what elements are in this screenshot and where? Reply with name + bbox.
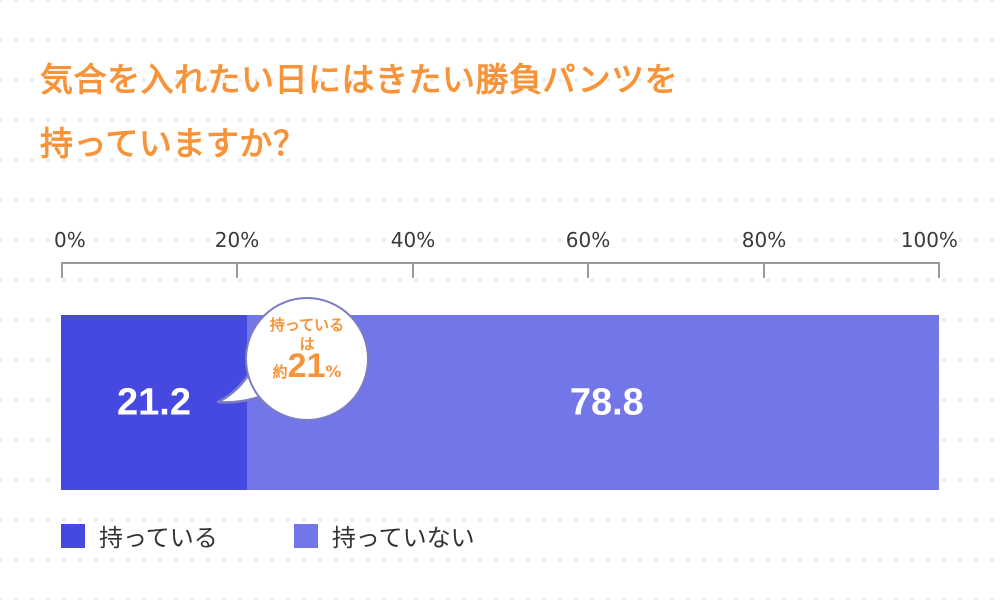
legend-label: 持っている — [99, 524, 218, 552]
tick-mark — [412, 262, 414, 278]
legend-item-have: 持っている — [61, 518, 218, 553]
legend-label: 持っていない — [331, 524, 475, 552]
callout-number: 21 — [287, 347, 326, 385]
chart-title: 気合を入れたい日にはきたい勝負パンツを 持っていますか？ — [40, 48, 678, 176]
tick-mark — [938, 262, 940, 278]
legend-swatch-icon — [61, 523, 85, 548]
legend-item-not-have: 持っていない — [293, 518, 475, 553]
bar-have: 21.2 — [61, 315, 247, 490]
tick-mark — [236, 262, 238, 278]
chart-title-line-1: 気合を入れたい日にはきたい勝負パンツを — [40, 60, 679, 99]
axis-line — [61, 262, 940, 264]
bar-value-have: 21.2 — [117, 381, 191, 423]
tick-label-60: 60% — [564, 228, 612, 252]
tick-label-0: 0% — [53, 228, 87, 252]
tick-label-100: 100% — [899, 228, 959, 252]
tick-label-80: 80% — [740, 228, 788, 252]
tick-mark — [587, 262, 589, 278]
callout-line-3: 約21% — [247, 347, 367, 386]
callout-bubble: 持っている は 約21% — [245, 297, 369, 421]
callout-line-1: 持っている — [269, 316, 345, 334]
tick-mark — [763, 262, 765, 278]
callout-line-2: は — [299, 335, 315, 353]
tick-mark — [61, 262, 63, 278]
tick-label-40: 40% — [389, 228, 437, 252]
callout-suffix: % — [325, 362, 342, 381]
bar-value-not-have: 78.8 — [569, 381, 644, 423]
legend-swatch-icon — [293, 523, 318, 548]
callout-prefix: 約 — [272, 363, 288, 381]
tick-label-20: 20% — [213, 228, 261, 252]
x-axis: 0% 20% 40% 60% 80% 100% — [53, 0, 959, 300]
legend: 持っている 持っていない — [61, 518, 551, 553]
chart-title-line-2: 持っていますか？ — [40, 124, 307, 163]
